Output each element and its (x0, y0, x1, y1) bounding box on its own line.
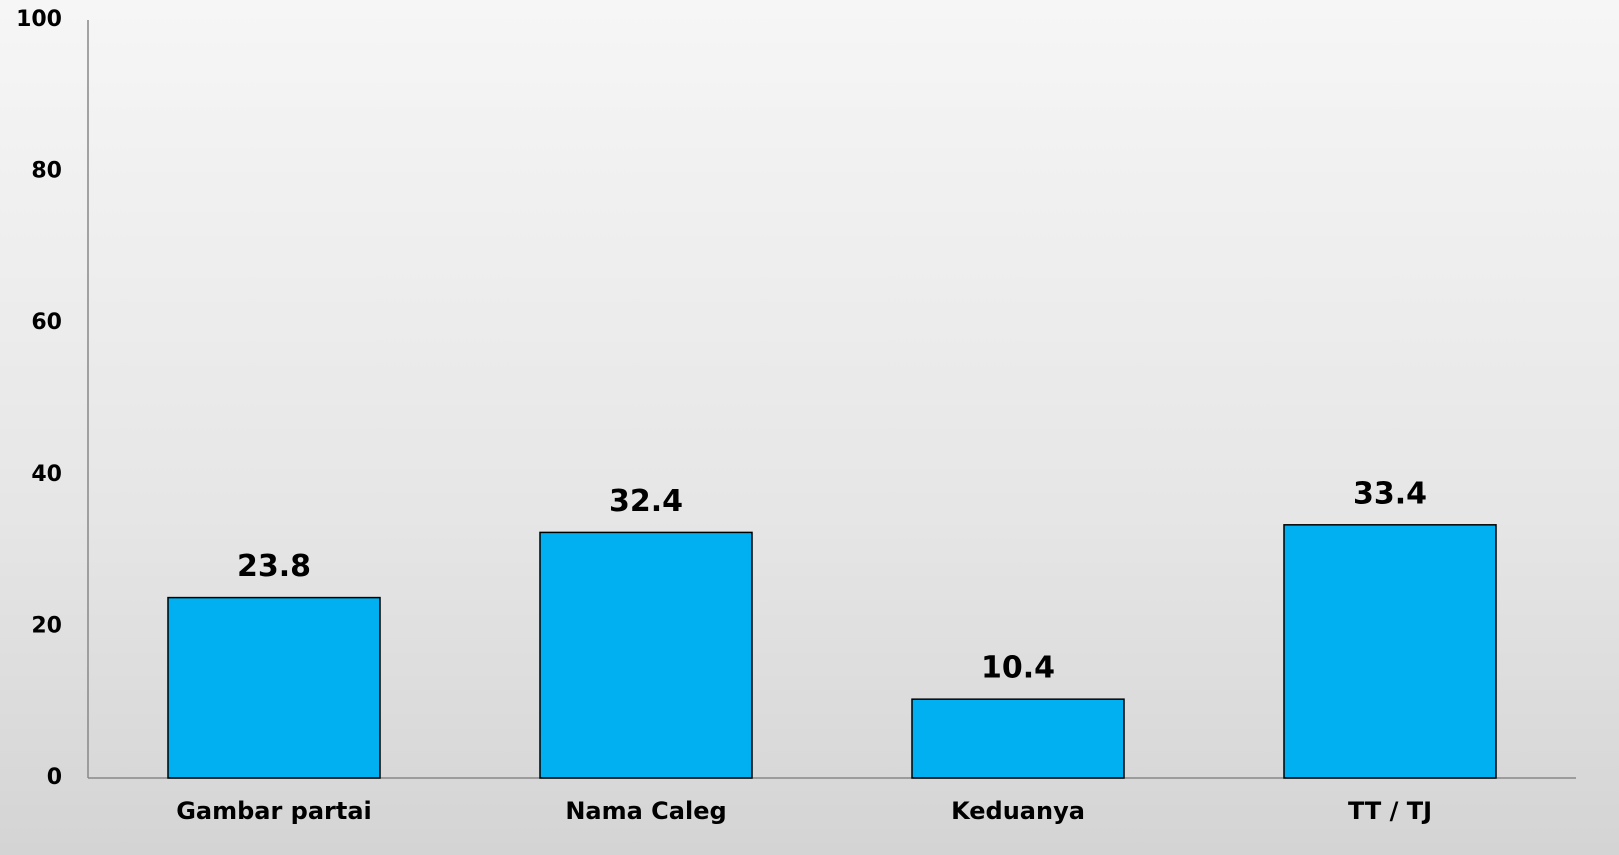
bar (539, 531, 753, 779)
data-label: 32.4 (609, 484, 683, 519)
bar (911, 698, 1125, 779)
x-tick-label: Nama Caleg (565, 797, 726, 825)
bar (167, 596, 381, 779)
bar (1283, 524, 1497, 779)
y-tick-label: 80 (31, 159, 62, 184)
data-label: 23.8 (237, 549, 311, 584)
data-label: 10.4 (981, 651, 1055, 686)
y-tick-label: 0 (47, 765, 62, 790)
y-tick-label: 20 (31, 613, 62, 638)
x-tick-label: Gambar partai (176, 797, 372, 825)
y-tick-label: 100 (16, 7, 62, 32)
y-tick-label: 40 (31, 462, 62, 487)
y-tick-label: 60 (31, 310, 62, 335)
data-label: 33.4 (1353, 476, 1427, 511)
x-tick-label: TT / TJ (1348, 797, 1432, 825)
x-tick-label: Keduanya (951, 797, 1085, 825)
